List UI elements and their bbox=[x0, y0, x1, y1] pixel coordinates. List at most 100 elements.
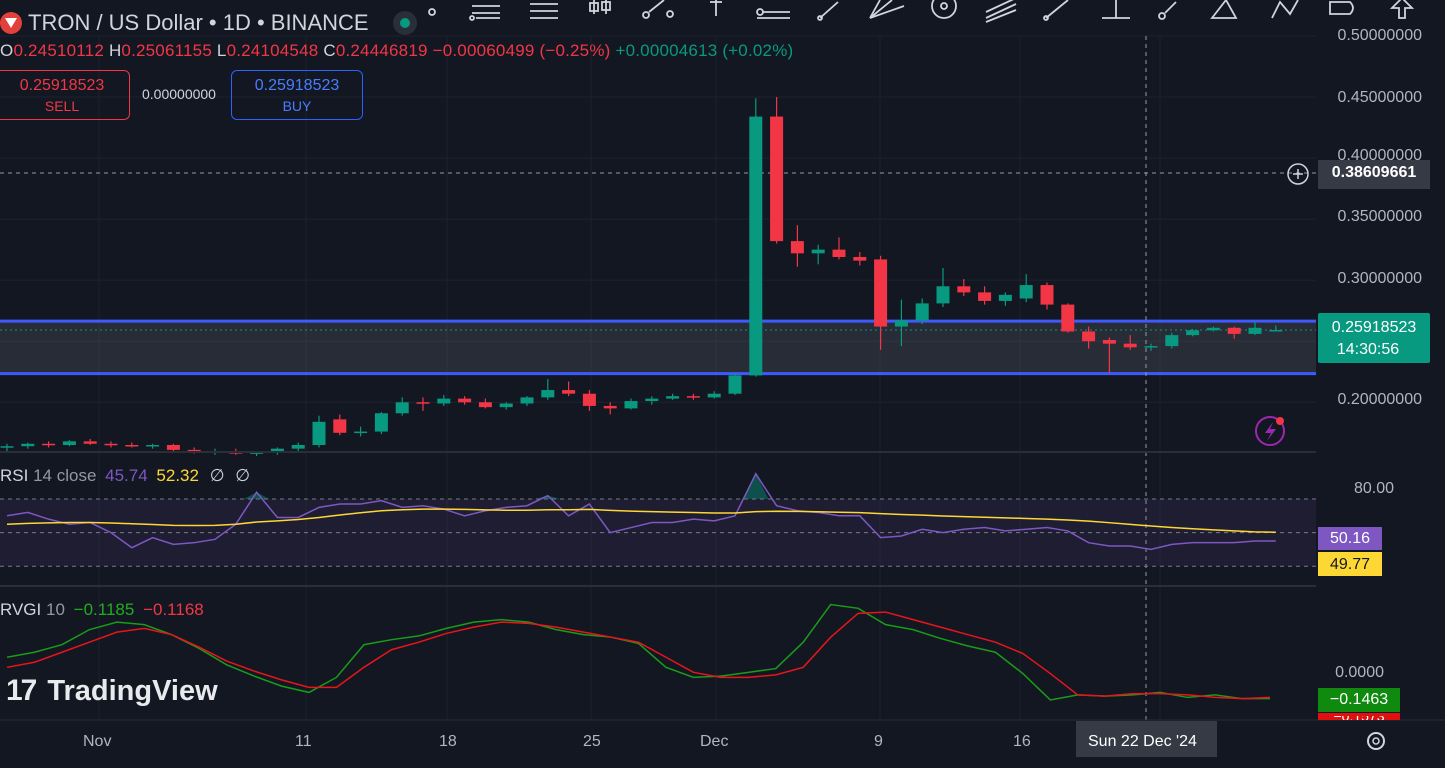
open-label: O bbox=[0, 41, 14, 60]
candle-body bbox=[374, 413, 388, 432]
candle-body bbox=[437, 398, 451, 404]
candle bbox=[1186, 329, 1200, 337]
rvgi-label-2: −0.1573 bbox=[1318, 716, 1400, 720]
symbol-header[interactable]: TRON / US Dollar • 1D • BINANCE bbox=[0, 8, 417, 38]
rsi-axis-tick: 80.00 bbox=[1353, 480, 1394, 497]
candle-body bbox=[1040, 285, 1054, 305]
vertical-line-icon[interactable] bbox=[710, 0, 722, 16]
candle bbox=[874, 255, 888, 350]
spread-value: 0.00000000 bbox=[142, 86, 216, 102]
arrow-up-icon[interactable] bbox=[1389, 0, 1415, 19]
lightning-icon[interactable] bbox=[1255, 416, 1285, 446]
trend-lines-icon[interactable] bbox=[469, 5, 500, 21]
candle-body bbox=[998, 294, 1012, 301]
candle bbox=[936, 267, 950, 308]
candle-body bbox=[1165, 335, 1179, 347]
buy-price: 0.25918523 bbox=[254, 77, 340, 94]
toolbar-icons bbox=[428, 0, 1415, 23]
candle bbox=[957, 278, 971, 297]
crosshair-date-label: Sun 22 Dec '24 bbox=[1088, 733, 1197, 750]
time-tick: 16 bbox=[1013, 733, 1031, 750]
regression-icon[interactable] bbox=[985, 0, 1017, 23]
parallel-channel-icon[interactable] bbox=[756, 8, 790, 19]
shape-icon[interactable] bbox=[1329, 1, 1354, 15]
rsi-legend[interactable]: RSI 14 close 45.74 52.32 ∅ ∅ bbox=[0, 466, 250, 486]
candle-body bbox=[936, 286, 950, 304]
time-tick: 18 bbox=[439, 733, 457, 750]
time-tick: 25 bbox=[583, 733, 601, 750]
candle-body bbox=[21, 443, 35, 447]
candle-body bbox=[0, 446, 14, 448]
candle bbox=[645, 396, 659, 405]
ray-icon[interactable] bbox=[642, 0, 674, 19]
arrow-icon[interactable] bbox=[817, 1, 839, 21]
candle bbox=[312, 415, 326, 448]
high-value: 0.25061155 bbox=[121, 41, 212, 60]
candle bbox=[832, 237, 846, 260]
candle bbox=[166, 443, 180, 452]
candle bbox=[790, 225, 804, 267]
candle bbox=[728, 372, 742, 395]
candle bbox=[749, 98, 763, 377]
candle-body bbox=[915, 303, 929, 321]
market-status-icon[interactable] bbox=[392, 11, 417, 35]
candle bbox=[520, 396, 534, 406]
candle-body bbox=[645, 398, 659, 402]
time-tick: Dec bbox=[700, 733, 729, 750]
rvgi-signal-line bbox=[6, 611, 1271, 700]
candle bbox=[707, 391, 721, 399]
magnet-icon[interactable] bbox=[428, 8, 436, 16]
bars-pattern-icon[interactable] bbox=[589, 0, 611, 14]
price-tick: 0.50000000 bbox=[1337, 27, 1422, 44]
candle-body bbox=[312, 421, 326, 445]
candle bbox=[915, 298, 929, 325]
candle-body bbox=[62, 441, 76, 445]
symbol-title[interactable]: TRON / US Dollar • 1D • BINANCE bbox=[28, 10, 369, 35]
horizontal-line-icon[interactable] bbox=[1102, 0, 1130, 19]
ohlc-legend: O0.24510112 H0.25061155 L0.24104548 C0.2… bbox=[0, 41, 793, 61]
candle bbox=[437, 394, 451, 406]
candle-body bbox=[1269, 329, 1283, 332]
candle bbox=[333, 414, 347, 436]
tron-logo-icon bbox=[0, 12, 22, 34]
tradingview-mark-icon: 17 bbox=[6, 674, 37, 707]
candle-body bbox=[728, 375, 742, 394]
candle-body bbox=[333, 419, 347, 433]
candle-body bbox=[166, 445, 180, 450]
settings-gear-icon[interactable] bbox=[1367, 732, 1385, 750]
price-tick: 0.45000000 bbox=[1337, 89, 1422, 106]
pitchfork-icon[interactable] bbox=[869, 0, 905, 19]
candle-body bbox=[1123, 343, 1137, 348]
circle-icon[interactable] bbox=[931, 0, 957, 19]
low-label: L bbox=[216, 41, 227, 60]
close-value: 0.24446819 bbox=[335, 41, 428, 60]
rsi-ma-label-bg bbox=[1318, 552, 1382, 576]
sell-button[interactable]: 0.25918523 SELL bbox=[0, 70, 130, 120]
rvgi-legend[interactable]: RVGI 10 −0.1185 −0.1168 bbox=[0, 600, 204, 620]
candle bbox=[624, 398, 638, 410]
rsi-overbought-fill bbox=[743, 473, 769, 499]
candle bbox=[62, 440, 76, 447]
lightning-bolt-icon bbox=[1265, 422, 1276, 441]
candle bbox=[1082, 326, 1096, 349]
path-icon[interactable] bbox=[1158, 1, 1177, 20]
buy-button[interactable]: 0.25918523 BUY bbox=[231, 70, 363, 120]
candle-body bbox=[291, 445, 305, 449]
fib-lines-icon[interactable] bbox=[530, 3, 558, 19]
candle bbox=[1123, 335, 1137, 350]
candle-body bbox=[1144, 346, 1158, 348]
rvgi-axis-tick: 0.0000 bbox=[1335, 664, 1384, 681]
candle bbox=[1227, 326, 1241, 339]
candle bbox=[104, 441, 118, 448]
tradingview-logo[interactable]: 17 TradingView bbox=[6, 674, 218, 708]
add-alert-icon[interactable] bbox=[1287, 163, 1309, 185]
candles bbox=[0, 97, 1283, 456]
candle bbox=[562, 381, 576, 397]
candle-body bbox=[811, 249, 825, 254]
notification-dot bbox=[1276, 417, 1284, 425]
line-icon[interactable] bbox=[1043, 0, 1069, 21]
crosshair-price-label: 0.38609661 bbox=[1331, 164, 1417, 181]
xabcd-icon[interactable] bbox=[1271, 0, 1299, 19]
triangle-icon[interactable] bbox=[1210, 0, 1238, 19]
